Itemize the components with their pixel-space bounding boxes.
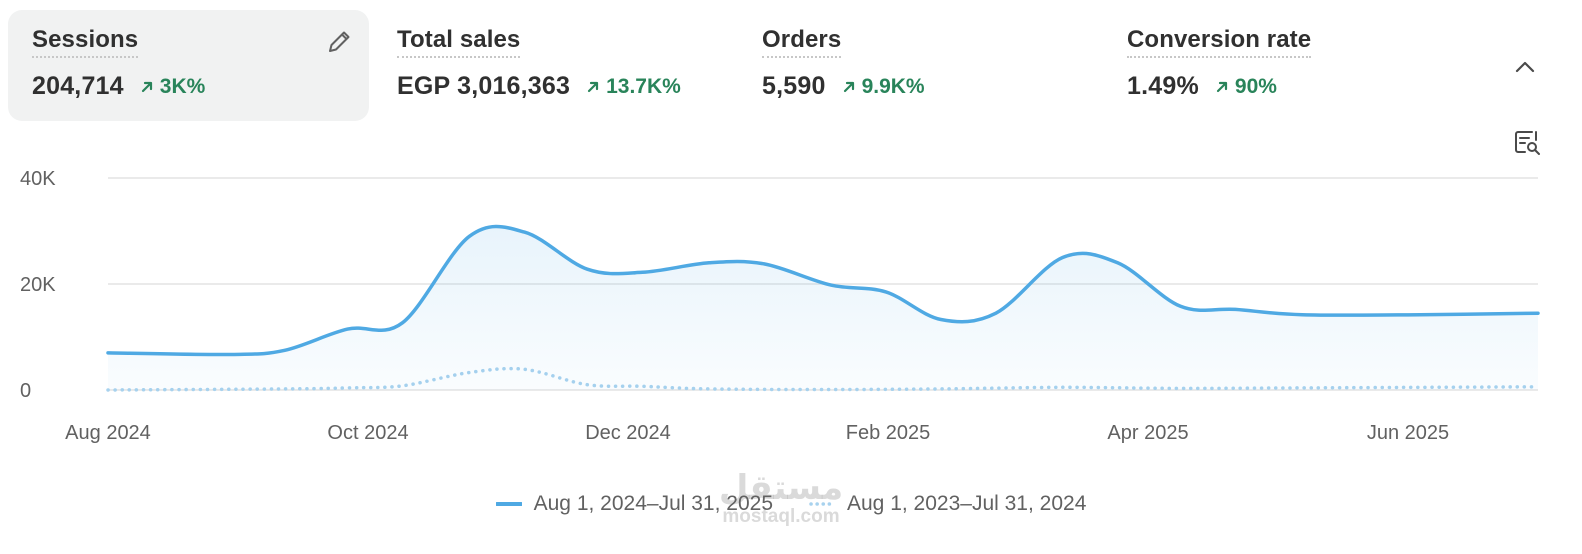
metric-value: 204,714 [32,72,124,100]
metric-card-total-sales[interactable]: Total sales EGP 3,016,363 13.7K% [373,10,734,121]
pencil-icon[interactable] [325,28,353,61]
metric-row: 1.49% 90% [1127,72,1440,101]
metric-delta-value: 13.7K% [606,74,681,98]
legend-label-previous: Aug 1, 2023–Jul 31, 2024 [847,492,1087,515]
arrow-up-right-icon [588,81,599,92]
metrics-bar: Sessions 204,714 3K% Total sales EGP 3,0… [8,10,1582,122]
metric-delta-value: 9.9K% [861,74,925,98]
metric-delta: 3K% [140,74,206,99]
metric-delta-value: 90% [1234,74,1277,98]
legend-label-current: Aug 1, 2024–Jul 31, 2025 [533,492,773,515]
x-tick-label: Oct 2024 [327,422,408,444]
x-tick-label: Aug 2024 [65,422,151,444]
metric-delta-value: 3K% [159,74,206,98]
x-tick-label: Dec 2024 [585,422,671,444]
arrow-up-right-icon [141,81,152,92]
metric-value: 5,590 [762,72,826,100]
arrow-up-right-icon [1216,81,1227,92]
metric-value: EGP 3,016,363 [397,72,571,100]
legend-item-previous[interactable]: Aug 1, 2023–Jul 31, 2024 [809,492,1086,516]
metric-row: 5,590 9.9K% [762,72,1075,101]
metric-value: 1.49% [1127,72,1199,100]
x-tick-label: Apr 2025 [1107,422,1188,444]
chart-legend: Aug 1, 2024–Jul 31, 2025 Aug 1, 2023–Jul… [0,492,1582,516]
solid-line-swatch-icon [495,502,522,506]
metric-delta: 13.7K% [586,75,681,99]
chevron-up-icon[interactable] [1512,54,1538,85]
metric-delta: 90% [1215,75,1277,99]
y-tick-label: 20K [20,274,56,296]
legend-item-current[interactable]: Aug 1, 2024–Jul 31, 2025 [495,492,773,516]
metric-row: 204,714 3K% [32,72,345,101]
y-tick-label: 0 [20,380,31,402]
series-line-current [106,224,1540,357]
metric-label[interactable]: Total sales [397,26,521,58]
x-tick-label: Jun 2025 [1367,422,1449,444]
metric-card-orders[interactable]: Orders 5,590 9.9K% [738,10,1099,121]
metric-row: EGP 3,016,363 13.7K% [397,72,710,101]
metric-label[interactable]: Sessions [32,26,139,58]
x-tick-label: Feb 2025 [846,422,931,444]
metric-card-conversion-rate[interactable]: Conversion rate 1.49% 90% [1103,10,1464,121]
metric-card-sessions[interactable]: Sessions 204,714 3K% [8,10,369,121]
y-tick-label: 40K [20,168,56,190]
report-search-icon[interactable] [1512,128,1542,163]
arrow-up-right-icon [843,81,854,92]
dotted-line-swatch-icon [809,502,835,506]
metric-label[interactable]: Orders [762,26,842,58]
metric-label[interactable]: Conversion rate [1127,26,1312,58]
metric-delta: 9.9K% [842,75,925,99]
series-area-current [108,226,1538,390]
sessions-chart: 40K 20K 0 Aug 2024 Oct 2024 Dec 2024 Feb 2025 A… [20,168,1540,444]
